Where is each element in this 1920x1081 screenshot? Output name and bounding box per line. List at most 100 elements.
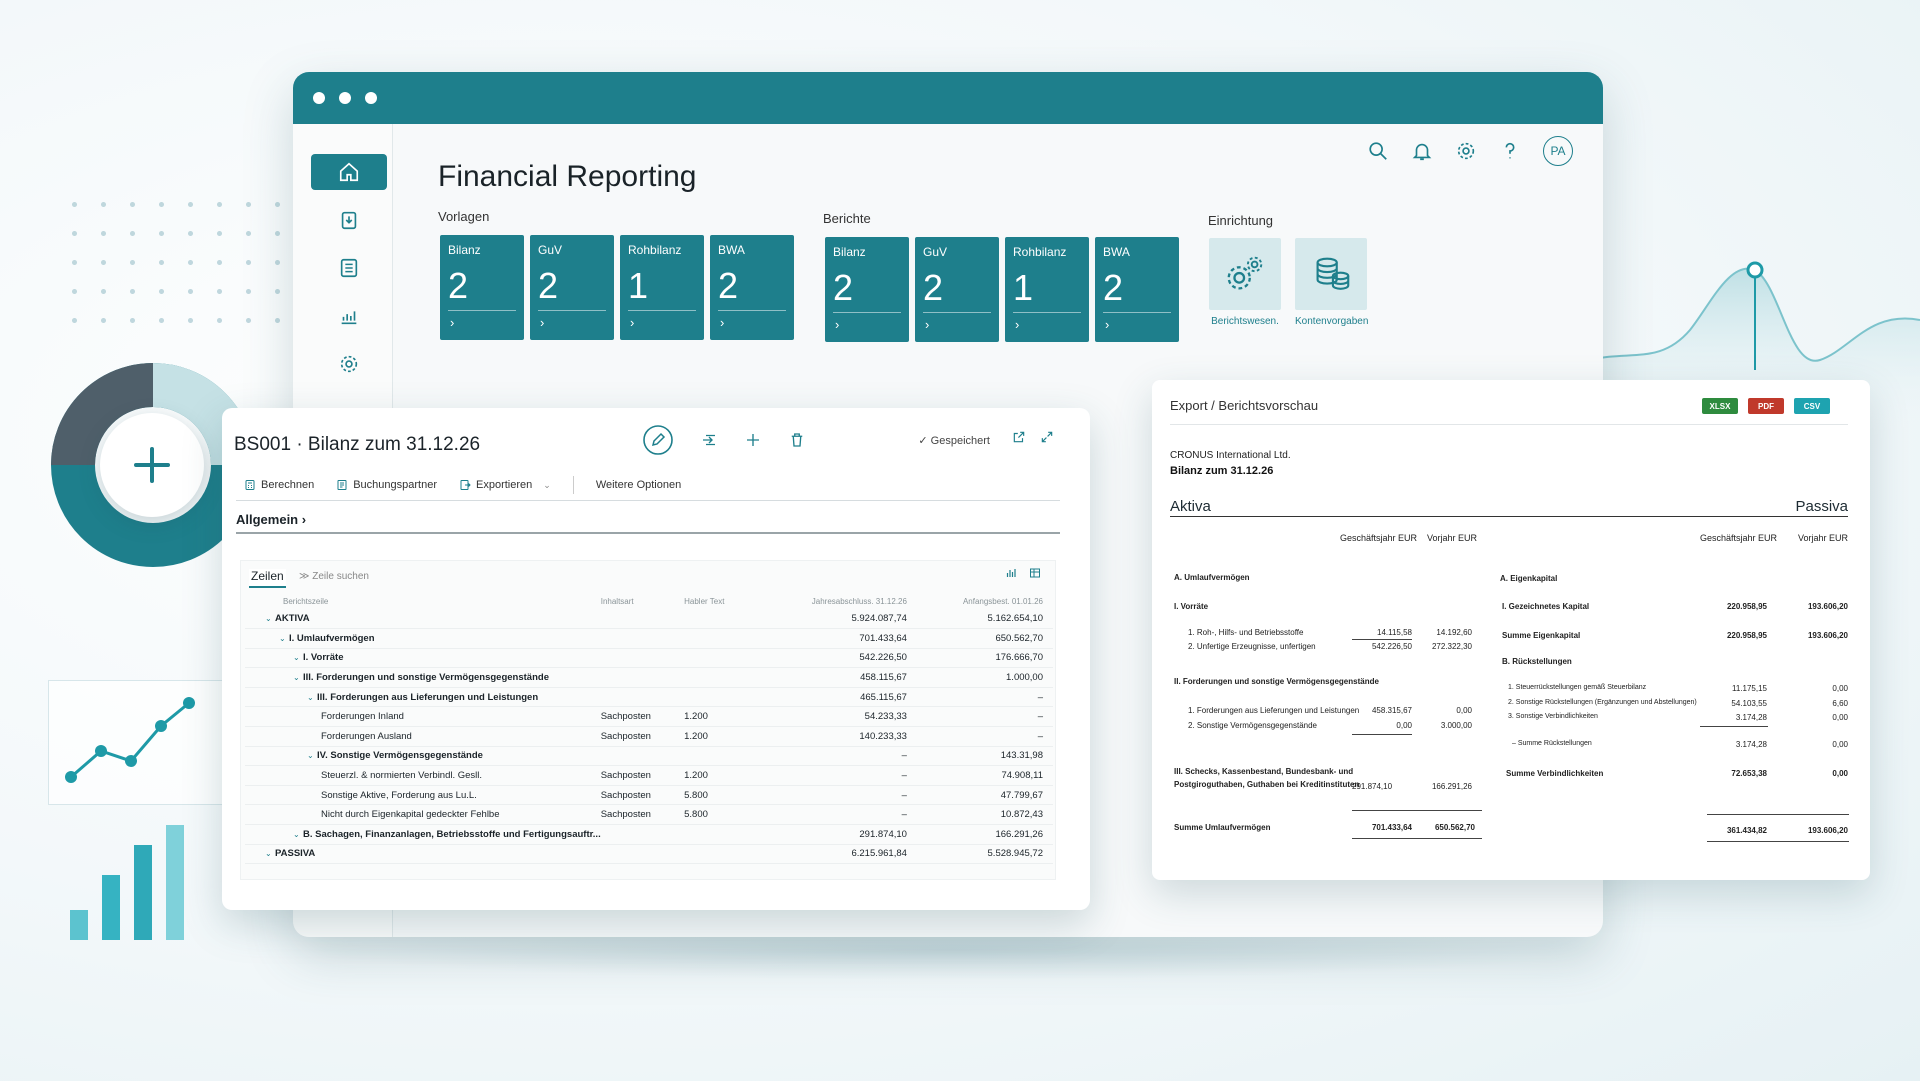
row-value-current[interactable]: – [754,746,917,767]
column-header[interactable]: Berichtszeile [283,596,329,606]
tile-berichte-guv[interactable]: GuV 2 › [915,237,999,342]
chevron-down-icon[interactable]: ⌄ [293,829,300,839]
row-value-opening[interactable]: 650.562,70 [916,628,1053,649]
open-external-icon[interactable] [1012,430,1026,444]
table-row[interactable]: ⌄ III. Forderungen aus Lieferungen und Le… [245,687,1053,708]
tile-vorlagen-rohbilanz[interactable]: Rohbilanz 1 › [620,235,704,340]
row-value-opening[interactable]: 10.872,43 [916,804,1053,826]
row-value-opening[interactable]: 5.528.945,72 [916,844,1053,865]
row-value-opening[interactable]: – [916,687,1053,708]
row-code-cell[interactable] [684,609,755,630]
row-code-cell[interactable] [684,648,755,669]
table-row[interactable]: Nicht durch Eigenkapital gedeckter Fehlb… [245,804,1053,826]
row-code-cell[interactable]: 1.200 [684,706,755,728]
calculate-button[interactable]: Berechnen [244,479,314,491]
search-icon[interactable] [1367,140,1389,162]
row-type-cell[interactable] [600,648,685,669]
table-row[interactable]: ⌄ I. Vorräte 542.226,50 176.666,70 [245,648,1053,669]
row-value-current[interactable]: 54.233,33 [754,706,917,728]
row-value-opening[interactable]: 176.666,70 [916,648,1053,669]
row-type-cell[interactable] [600,687,685,708]
bell-icon[interactable] [1411,140,1433,162]
row-value-current[interactable]: 458.115,67 [754,667,917,688]
tile-vorlagen-bwa[interactable]: BWA 2 › [710,235,794,340]
section-general[interactable]: Allgemein › [236,512,307,527]
row-type-cell[interactable] [600,746,685,767]
table-row[interactable]: Forderungen Ausland Sachposten 1.200 140.23… [245,726,1053,747]
chevron-down-icon[interactable]: ⌄ [293,653,300,663]
sidebar-item-analytics[interactable] [311,298,387,334]
row-name-cell[interactable]: ⌄ III. Forderungen aus Lieferungen und Le… [245,687,601,708]
export-xlsx-button[interactable]: XLSX [1702,398,1738,414]
chevron-down-icon[interactable]: ⌄ [265,614,272,624]
sidebar-item-settings[interactable] [311,346,387,382]
column-header[interactable]: Jahresabschluss. 31.12.26 [811,596,907,606]
row-name-cell[interactable]: Forderungen Ausland [245,726,601,747]
row-name-cell[interactable]: ⌄ AKTIVA [245,609,601,630]
row-value-current[interactable]: – [754,785,917,806]
row-value-current[interactable]: – [754,804,917,826]
table-row[interactable]: Forderungen Inland Sachposten 1.200 54.233,… [245,706,1053,728]
column-header[interactable]: Habler Text [684,596,725,606]
chevron-down-icon[interactable]: ⌄ [279,633,286,643]
row-code-cell[interactable] [684,628,755,649]
row-code-cell[interactable] [684,824,755,845]
chart-icon[interactable] [1005,567,1017,579]
chevron-down-icon[interactable]: ⌄ [265,849,272,859]
row-value-current[interactable]: 6.215.961,84 [754,844,917,865]
setup-item-kontenvorgaben[interactable]: Kontenvorgaben [1295,238,1368,327]
trash-icon[interactable] [788,431,806,449]
more-options-button[interactable]: Weitere Optionen [595,479,682,491]
tile-berichte-bwa[interactable]: BWA 2 › [1095,237,1179,342]
row-type-cell[interactable]: Sachposten [600,706,685,728]
row-code-cell[interactable]: 5.800 [684,785,755,806]
table-row[interactable]: ⌄ III. Forderungen und sonstige Vermögens… [245,667,1053,688]
setup-item-berichtswesen[interactable]: Berichtswesen. [1209,238,1281,327]
row-name-cell[interactable]: Nicht durch Eigenkapital gedeckter Fehlb… [245,804,601,826]
row-type-cell[interactable] [600,628,685,649]
row-value-current[interactable]: 5.924.087,74 [754,609,917,630]
row-type-cell[interactable]: Sachposten [600,804,685,826]
table-row[interactable]: ⌄ AKTIVA 5.924.087,74 5.162.654,10 [245,609,1053,630]
row-code-cell[interactable] [684,687,755,708]
window-control-dot[interactable] [365,92,377,104]
row-name-cell[interactable]: ⌄ III. Forderungen und sonstige Vermögens… [245,667,601,688]
row-name-cell[interactable]: Sonstige Aktive, Forderung aus Lu.L. [245,785,601,806]
row-name-cell[interactable]: ⌄ I. Umlaufvermögen [245,628,601,649]
row-value-opening[interactable]: 1.000,00 [916,667,1053,688]
row-type-cell[interactable] [600,824,685,845]
row-type-cell[interactable]: Sachposten [600,765,685,786]
table-row[interactable]: ⌄ I. Umlaufvermögen 701.433,64 650.562,70 [245,628,1053,649]
sidebar-item-list[interactable] [311,250,387,286]
row-code-cell[interactable]: 1.200 [684,726,755,747]
row-name-cell[interactable]: ⌄ I. Vorräte [245,648,601,669]
row-value-opening[interactable]: – [916,706,1053,728]
line-search-input[interactable]: ≫ Zeile suchen [299,571,369,582]
row-value-opening[interactable]: 5.162.654,10 [916,609,1053,630]
row-code-cell[interactable] [684,746,755,767]
row-value-current[interactable]: 291.874,10 [754,824,917,845]
tile-berichte-bilanz[interactable]: Bilanz 2 › [825,237,909,342]
sidebar-item-inbox[interactable] [311,202,387,238]
row-code-cell[interactable]: 5.800 [684,804,755,826]
posting-partner-button[interactable]: Buchungspartner [336,479,437,491]
row-value-opening[interactable]: 47.799,67 [916,785,1053,806]
row-name-cell[interactable]: Steuerzl. & normierten Verbindl. Gesll. [245,765,601,786]
row-value-current[interactable]: – [754,765,917,786]
export-button[interactable]: Exportieren ⌄ [459,479,551,491]
row-name-cell[interactable]: ⌄ PASSIVA [245,844,601,865]
help-icon[interactable] [1499,140,1521,162]
row-value-current[interactable]: 542.226,50 [754,648,917,669]
plus-icon[interactable] [744,431,762,449]
sidebar-item-home[interactable] [311,154,387,190]
row-value-opening[interactable]: 166.291,26 [916,824,1053,845]
table-row[interactable]: ⌄ IV. Sonstige Vermögensgegenstände –143.3… [245,746,1053,767]
table-icon[interactable] [1029,567,1041,579]
table-row[interactable]: ⌄ PASSIVA 6.215.961,84 5.528.945,72 [245,844,1053,865]
row-name-cell[interactable]: Forderungen Inland [245,706,601,728]
share-icon[interactable] [700,431,718,449]
column-header[interactable]: Anfangsbest. 01.01.26 [962,596,1043,606]
tile-vorlagen-guv[interactable]: GuV 2 › [530,235,614,340]
row-type-cell[interactable] [600,844,685,865]
chevron-down-icon[interactable]: ⌄ [293,673,300,683]
